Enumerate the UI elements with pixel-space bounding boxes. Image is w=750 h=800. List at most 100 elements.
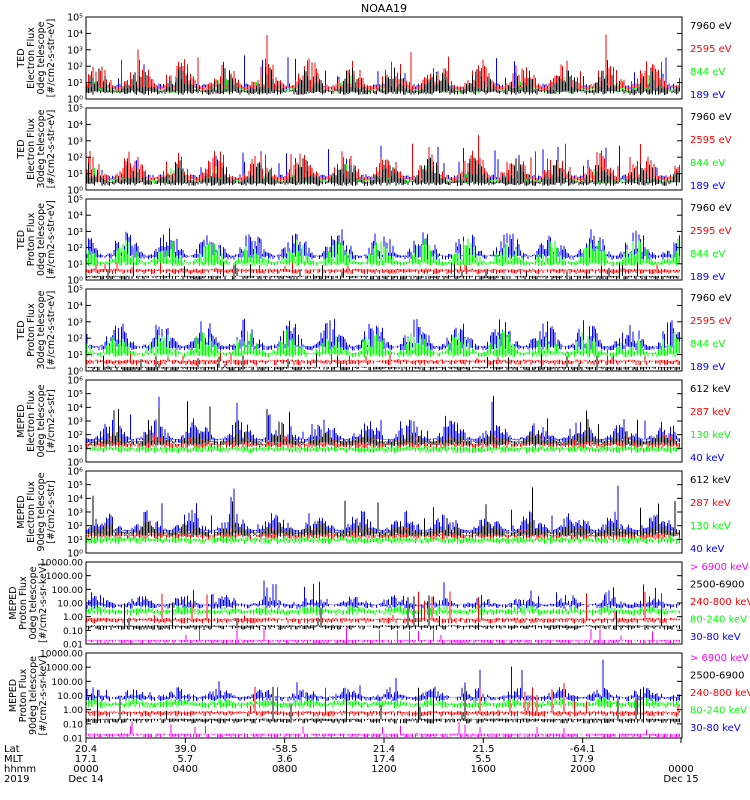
panel-3-traces xyxy=(86,228,680,280)
y-tick-label: 10⁴ xyxy=(67,120,83,131)
legend-entry: 240-800 keV xyxy=(690,597,750,608)
y-tick-label: 10² xyxy=(67,521,83,532)
panel-8: 0.010.101.0010.00100.001000.0010000.00ME… xyxy=(8,650,750,745)
y-tick-label: 10⁰ xyxy=(67,95,83,106)
panel-1-traces xyxy=(86,34,680,95)
x-tick-lat: 21.5 xyxy=(472,744,494,755)
x-tick-mlt: 17.4 xyxy=(373,754,395,765)
ylabel-line: TED xyxy=(16,48,27,68)
legend-entry: 40 keV xyxy=(690,544,724,555)
y-tick-label: 10⁵ xyxy=(67,104,83,115)
panel-6-traces xyxy=(86,485,680,544)
x-row-label: hhmm xyxy=(4,764,36,775)
panel-3-frame xyxy=(85,198,683,281)
figure-title: NOAA19 xyxy=(361,2,407,15)
panel-6-trace-1 xyxy=(86,535,680,544)
panel-2-frame xyxy=(85,107,683,191)
legend-entry: 2595 eV xyxy=(690,226,732,237)
panel-7-traces xyxy=(86,580,680,644)
ylabel-line: TED xyxy=(16,320,27,340)
panel-1-frame xyxy=(85,16,683,100)
y-tick-label: 1.00 xyxy=(63,706,83,716)
panel-6-ylabel: MEPED Electron Flux 90deg telescope [#/cm2-… xyxy=(16,472,57,551)
legend-entry: 2595 eV xyxy=(690,135,732,146)
panel-4-ylabel: TED Proton Flux 30deg telescope [#/cm2-s-st… xyxy=(16,290,57,369)
legend-entry: 844 eV xyxy=(690,249,725,260)
ylabel-line: Electron Flux xyxy=(26,27,37,89)
legend-entry: 287 keV xyxy=(690,498,731,509)
panel-1-trace-2 xyxy=(86,34,680,91)
x-tick-hhmm: 1200 xyxy=(371,764,396,775)
ylabel-line: [#/cm2-s-str-eV] xyxy=(46,110,57,189)
ylabel-line: Proton Flux xyxy=(18,576,29,630)
y-tick-label: 10³ xyxy=(67,227,83,238)
y-tick-label: 10² xyxy=(67,334,83,345)
panel-4-traces xyxy=(86,318,680,371)
panel-7-trace-1 xyxy=(86,604,680,616)
legend-entry: 844 eV xyxy=(690,158,725,169)
x-tick-hhmm: 2000 xyxy=(570,764,595,775)
y-tick-label: 10⁵ xyxy=(67,389,83,400)
ylabel-line: 0deg telescope xyxy=(28,566,39,639)
ylabel-line: [#/cm2-s-sr-keV] xyxy=(38,655,49,735)
y-tick-label: 10.00 xyxy=(57,600,83,610)
y-tick-label: 10¹ xyxy=(67,535,83,546)
legend-entry: 7960 eV xyxy=(690,21,732,32)
y-tick-label: 10⁴ xyxy=(67,403,83,414)
y-tick-label: 10³ xyxy=(67,45,83,56)
ylabel-line: 90deg telescope xyxy=(36,472,47,551)
y-tick-label: 10⁰ xyxy=(67,367,83,378)
y-tick-label: 10³ xyxy=(67,417,83,428)
x-tick-hhmm: 0000 xyxy=(73,764,98,775)
y-tick-label: 10000.00 xyxy=(40,650,83,660)
panel-4: 10⁰ 10¹ 10² 10³ 10⁴ 10⁵ TED Proton Flux 30deg te… xyxy=(16,285,732,378)
panel-6-trace-0 xyxy=(86,485,680,535)
panel-4-trace-0 xyxy=(86,318,680,351)
y-tick-label: 10³ xyxy=(67,508,83,519)
ylabel-line: 0deg telescope xyxy=(36,21,47,94)
y-tick-label: 10³ xyxy=(67,136,83,147)
legend-entry: 189 eV xyxy=(690,272,725,283)
y-tick-label: 10⁵ xyxy=(67,480,83,491)
x-tick-date: Dec 14 xyxy=(68,774,103,785)
ylabel-line: Proton Flux xyxy=(26,212,37,266)
panel-8-trace-4 xyxy=(86,721,680,738)
panel-4-trace-3 xyxy=(86,329,680,358)
y-tick-label: 10¹ xyxy=(67,169,83,180)
panel-7-trace-2 xyxy=(86,591,680,624)
y-tick-label: 10¹ xyxy=(67,444,83,455)
legend-entry: 612 keV xyxy=(690,475,731,486)
panel-7-trace-4 xyxy=(86,627,680,644)
y-tick-label: 10¹ xyxy=(67,78,83,89)
panel-7-trace-3 xyxy=(86,594,680,630)
legend-entry: 7960 eV xyxy=(690,293,732,304)
y-tick-label: 10.00 xyxy=(57,692,83,702)
ylabel-line: [#/cm2-s-sr-keV] xyxy=(38,563,49,643)
ylabel-line: [#/cm2-s-str] xyxy=(46,480,57,543)
legend-entry: 287 keV xyxy=(690,407,731,418)
y-tick-label: 10⁰ xyxy=(67,186,83,197)
y-tick-label: 1000.00 xyxy=(46,572,83,582)
panel-8-ylabel: MEPED Proton Flux 90deg telescope [#/cm2-s-… xyxy=(8,655,49,735)
ylabel-line: MEPED xyxy=(16,404,27,437)
ylabel-line: [#/cm2-s-str] xyxy=(46,389,57,452)
panel-8-trace-3 xyxy=(86,686,680,724)
legend-entry: 2500-6900 xyxy=(690,671,745,682)
ylabel-line: 0deg telescope xyxy=(36,203,47,276)
x-tick-mlt: 17.9 xyxy=(572,754,594,765)
ylabel-line: 90deg telescope xyxy=(28,656,39,735)
ylabel-line: 0deg telescope xyxy=(36,384,47,457)
ylabel-line: [#/cm2-s-str-eV] xyxy=(46,19,57,98)
x-tick-lat: 39.0 xyxy=(174,744,196,755)
y-tick-label: 10⁰ xyxy=(67,276,83,287)
panel-3-trace-3 xyxy=(86,238,680,267)
legend-entry: 7960 eV xyxy=(690,112,732,123)
legend-entry: 844 eV xyxy=(690,339,725,350)
ylabel-line: MEPED xyxy=(8,679,19,712)
panel-3-trace-2 xyxy=(86,261,680,280)
x-row-label: 2019 xyxy=(4,774,29,785)
legend-entry: 2595 eV xyxy=(690,44,732,55)
panel-5-ylabel: MEPED Electron Flux 0deg telescope [#/cm2-s… xyxy=(16,384,57,457)
legend-entry: > 6900 keV xyxy=(690,562,749,573)
y-tick-label: 10⁴ xyxy=(67,29,83,40)
